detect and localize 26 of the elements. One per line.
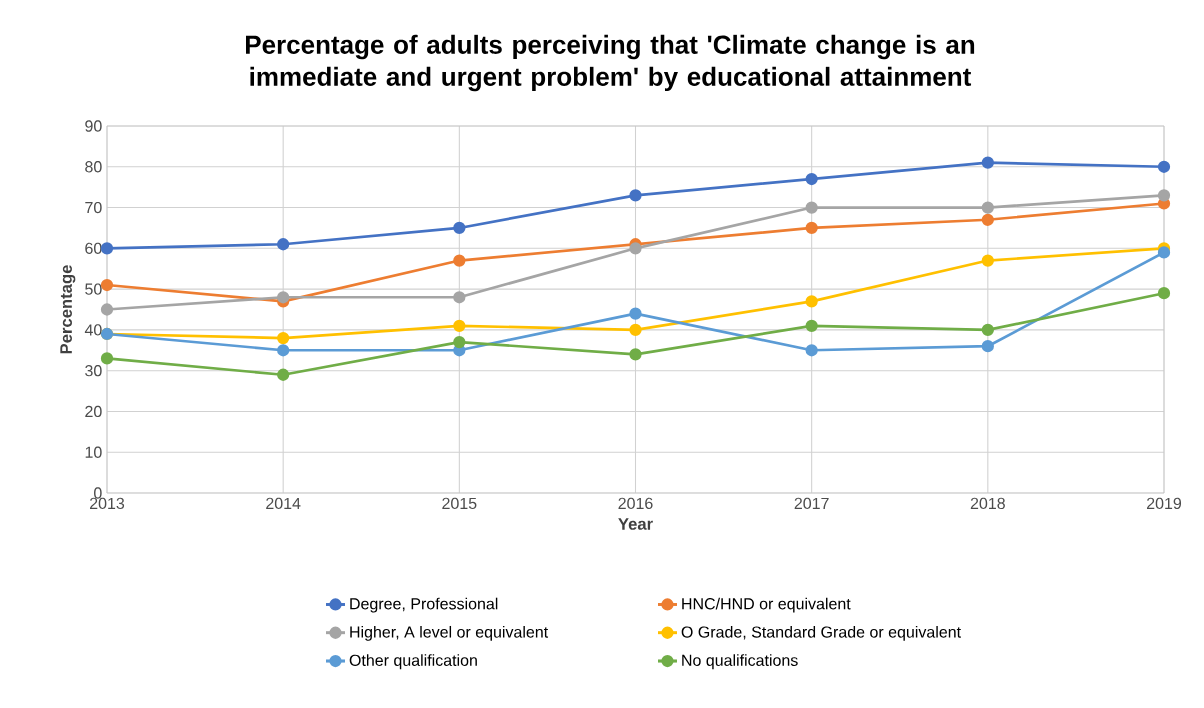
x-tick-label: 2015	[442, 497, 477, 510]
y-tick-label: 20	[85, 405, 102, 418]
x-axis-title: Year	[618, 518, 653, 530]
legend-label: Higher, A level or equivalent	[350, 625, 549, 641]
y-tick-label: 80	[85, 161, 102, 173]
y-tick-label: 40	[84, 324, 102, 336]
y-tick-label: 60	[85, 242, 102, 254]
x-tick-label: 2016	[618, 497, 653, 510]
legend-label: Degree, Professional	[350, 597, 498, 613]
legend-label: Other qualification	[349, 654, 477, 670]
y-tick-label: 30	[85, 365, 102, 377]
y-tick-label: 10	[85, 446, 102, 458]
chart-title: Percentage of adults perceiving that 'Climate change is an immediate and urgent problem' by educational attainment	[246, 34, 975, 92]
y-tick-label: 50	[85, 283, 102, 295]
x-tick-label: 2017	[794, 497, 829, 510]
legend-label: No qualifications	[682, 654, 798, 670]
y-axis-title: Percentage	[60, 265, 76, 354]
legend-label: O Grade, Standard Grade or equivalent	[681, 625, 961, 641]
x-tick-label: 2018	[970, 497, 1005, 510]
y-tick-label: 90	[85, 120, 102, 132]
x-tick-label: 2019	[1147, 497, 1182, 510]
legend-label: HNC/HND or equivalent	[682, 597, 851, 613]
y-tick-label: 70	[85, 201, 102, 214]
x-tick-label: 2013	[90, 497, 125, 510]
y-tick-label: 0	[94, 487, 102, 499]
x-tick-label: 2014	[266, 497, 301, 510]
